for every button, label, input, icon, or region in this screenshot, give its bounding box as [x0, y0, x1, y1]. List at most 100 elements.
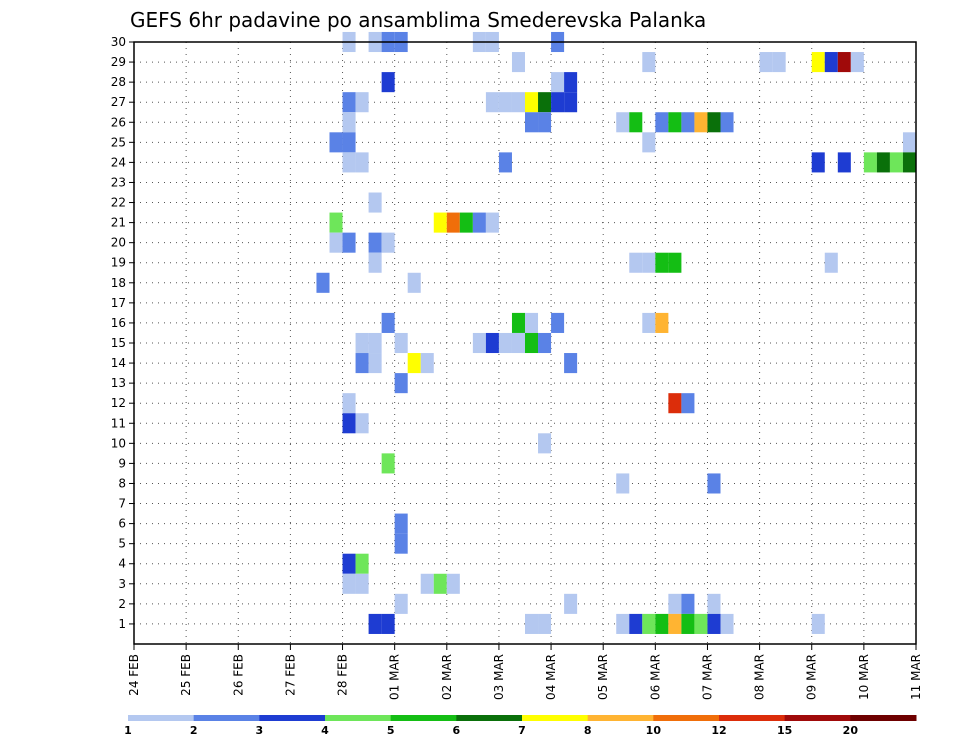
heatmap-cell [368, 232, 382, 253]
heatmap-cell [525, 312, 539, 333]
heatmap-cell [642, 312, 656, 333]
colorbar-swatch [259, 715, 326, 721]
y-tick-label: 11 [111, 416, 126, 430]
y-tick-label: 8 [118, 476, 126, 490]
colorbar-label: 12 [711, 724, 726, 737]
heatmap-cell [564, 72, 578, 93]
heatmap-cell [511, 92, 525, 113]
heatmap-cell [629, 112, 643, 133]
heatmap-cell [355, 353, 369, 374]
colorbar-label: 7 [518, 724, 526, 737]
x-tick-label: 07 MAR [700, 654, 714, 700]
heatmap-cell [642, 252, 656, 273]
heatmap-cell [329, 132, 343, 153]
heatmap-cell [446, 573, 460, 594]
heatmap-cell [407, 353, 421, 374]
heatmap-cell [707, 473, 721, 494]
y-tick-label: 21 [111, 216, 126, 230]
y-tick-label: 12 [111, 396, 126, 410]
y-tick-label: 17 [111, 296, 126, 310]
x-tick-label: 28 FEB [336, 654, 350, 696]
y-tick-label: 15 [111, 336, 126, 350]
colorbar-label: 20 [843, 724, 859, 737]
heatmap-cell [642, 132, 656, 153]
heatmap-cell [368, 252, 382, 273]
heatmap-cell [342, 573, 356, 594]
colorbar-swatch [193, 715, 260, 721]
y-tick-label: 1 [118, 617, 126, 631]
heatmap-cell [511, 52, 525, 73]
x-tick-label: 27 FEB [283, 654, 297, 696]
x-tick-label: 24 FEB [127, 654, 141, 696]
heatmap-cell [655, 112, 669, 133]
heatmap-cell [902, 132, 916, 153]
heatmap-cell [316, 272, 330, 293]
y-tick-label: 4 [118, 557, 126, 571]
heatmap-cell [551, 92, 565, 113]
colorbar-label: 3 [256, 724, 264, 737]
heatmap-cell [720, 613, 734, 634]
colorbar-swatch [128, 715, 195, 721]
y-tick-label: 25 [111, 135, 126, 149]
heatmap-cell [707, 112, 721, 133]
colorbar-label: 1 [124, 724, 132, 737]
heatmap-cell [381, 453, 395, 474]
heatmap-cell [381, 232, 395, 253]
colorbar-label: 10 [646, 724, 662, 737]
heatmap-cell [642, 52, 656, 73]
heatmap-cell [902, 152, 916, 173]
heatmap-cell [707, 613, 721, 634]
x-tick-label: 02 MAR [440, 654, 454, 700]
heatmap-cell [342, 232, 356, 253]
heatmap-cell [342, 132, 356, 153]
heatmap-cells [316, 31, 916, 634]
heatmap-cell [472, 212, 486, 233]
y-tick-label: 5 [118, 537, 126, 551]
colorbar-swatch [850, 715, 917, 721]
heatmap-cell [681, 112, 695, 133]
colorbar-label: 4 [321, 724, 329, 737]
heatmap-cell [420, 573, 434, 594]
x-tick-label: 09 MAR [805, 654, 819, 700]
heatmap-cell [616, 473, 630, 494]
heatmap-cell [433, 573, 447, 594]
heatmap-cell [629, 252, 643, 273]
heatmap-cell [498, 152, 512, 173]
y-tick-label: 27 [111, 95, 126, 109]
heatmap-cell [655, 312, 669, 333]
heatmap-cell [629, 613, 643, 634]
heatmap-cell [811, 152, 825, 173]
x-tick-label: 04 MAR [544, 654, 558, 700]
y-tick-label: 30 [111, 35, 126, 49]
heatmap-cell [564, 353, 578, 374]
heatmap-cell [668, 593, 682, 614]
y-tick-label: 2 [118, 597, 126, 611]
heatmap-cell [655, 252, 669, 273]
heatmap-cell [681, 393, 695, 414]
heatmap-cell [355, 152, 369, 173]
colorbar-swatch [390, 715, 457, 721]
heatmap-cell [642, 613, 656, 634]
heatmap-cell [498, 92, 512, 113]
heatmap-cell [538, 613, 552, 634]
heatmap-cell [694, 613, 708, 634]
heatmap-cell [720, 112, 734, 133]
heatmap-cell [564, 593, 578, 614]
y-tick-label: 6 [118, 517, 126, 531]
heatmap-cell [655, 613, 669, 634]
heatmap-cell [564, 92, 578, 113]
heatmap-cell [616, 613, 630, 634]
heatmap-cell [824, 252, 838, 273]
heatmap-cell [381, 72, 395, 93]
y-tick-label: 18 [111, 276, 126, 290]
y-tick-label: 7 [118, 497, 126, 511]
heatmap-cell [525, 112, 539, 133]
y-tick-label: 10 [111, 436, 126, 450]
y-tick-label: 16 [111, 316, 126, 330]
heatmap-cell [485, 332, 499, 354]
heatmap-cell [772, 52, 786, 73]
heatmap-cell [381, 613, 395, 634]
heatmap-cell [850, 52, 864, 73]
colorbar-swatch [784, 715, 851, 721]
